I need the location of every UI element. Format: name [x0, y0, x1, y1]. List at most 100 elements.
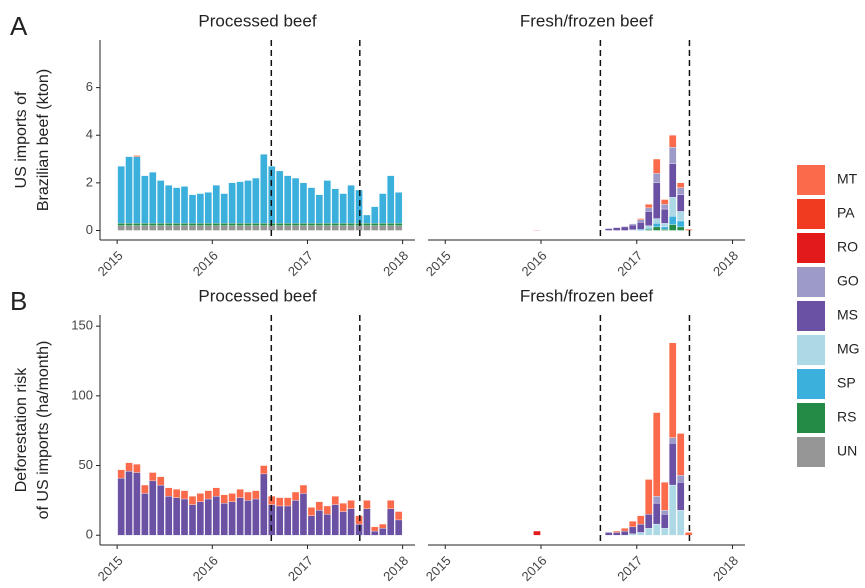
x-tick-label: 2016: [190, 248, 221, 279]
bar-segment: [228, 223, 236, 226]
bar-segment: [284, 175, 292, 224]
bar-segment: [669, 196, 677, 217]
legend-swatch: [797, 403, 825, 433]
bar-segment: [363, 500, 371, 509]
bar-segment: [653, 182, 661, 219]
bar-segment: [133, 156, 141, 224]
x-tick-label: 2018: [710, 553, 741, 584]
bar-segment: [117, 225, 125, 231]
legend-swatch: [797, 267, 825, 297]
bar-segment: [379, 528, 387, 536]
bar-segment: [244, 500, 252, 536]
y-axis-label: US imports of: [13, 91, 30, 188]
bar-segment: [331, 225, 339, 231]
bar-segment: [212, 487, 220, 497]
bar-segment: [133, 155, 141, 157]
bar-segment: [291, 223, 300, 226]
bar-segment: [149, 223, 157, 226]
bar-segment: [244, 180, 252, 224]
bar-segment: [363, 225, 371, 231]
bar-segment: [252, 498, 260, 536]
bar-segment: [228, 225, 236, 231]
bar-segment: [669, 443, 677, 486]
bar-segment: [180, 225, 189, 231]
bar-segment: [196, 493, 205, 502]
bar-segment: [276, 497, 284, 507]
bar-segment: [645, 528, 653, 536]
bar-segment: [212, 185, 220, 224]
y-tick-label: 0: [86, 527, 93, 542]
bar-segment: [188, 225, 197, 231]
panel-title: Fresh/frozen beef: [520, 11, 654, 30]
bar-segment: [133, 225, 141, 231]
bar-segment: [676, 433, 685, 476]
bar-segment: [645, 227, 653, 230]
bar-segment: [244, 491, 252, 501]
legend-label: UN: [837, 443, 857, 459]
bar-segment: [645, 211, 653, 226]
bar-segment: [125, 225, 133, 231]
bar-segment: [355, 223, 363, 226]
bar-segment: [629, 224, 637, 230]
bar-segment: [212, 496, 220, 536]
bar-segment: [291, 500, 300, 536]
bar-segment: [645, 514, 653, 529]
bar-segment: [387, 508, 395, 536]
bar-segment: [307, 223, 316, 226]
bar-segment: [621, 528, 629, 532]
bar-segment: [323, 223, 331, 226]
bar-segment: [157, 225, 165, 231]
panel-label: B: [10, 286, 27, 316]
legend-label: RO: [837, 239, 858, 255]
bar-segment: [172, 225, 181, 231]
bar-segment: [204, 192, 212, 224]
bar-segment: [371, 223, 379, 226]
bar-segment: [379, 523, 387, 529]
bar-segment: [645, 207, 653, 212]
legend-swatch: [797, 301, 825, 331]
bar-segment: [220, 223, 228, 226]
bar-segment: [533, 530, 541, 536]
bar-segment: [629, 223, 637, 226]
bar-segment: [661, 482, 669, 511]
bar-segment: [157, 484, 165, 536]
bar-segment: [228, 493, 236, 502]
bar-segment: [220, 225, 228, 231]
x-tick-label: 2016: [190, 553, 221, 584]
bar-segment: [196, 193, 205, 224]
bar-segment: [637, 532, 645, 536]
x-tick-label: 2017: [285, 553, 316, 584]
bar-segment: [653, 523, 661, 536]
bar-segment: [323, 514, 331, 536]
bar-segment: [379, 225, 387, 231]
bar-segment: [676, 194, 685, 212]
bar-segment: [315, 501, 323, 511]
bar-segment: [252, 225, 260, 231]
bar-segment: [157, 223, 165, 226]
bar-segment: [117, 166, 125, 224]
y-tick-label: 100: [71, 387, 93, 402]
bar-segment: [315, 225, 323, 231]
bar-segment: [291, 225, 300, 231]
bar-segment: [605, 228, 613, 231]
bar-segment: [676, 226, 685, 231]
bar-segment: [371, 530, 379, 536]
bar-segment: [331, 188, 339, 224]
bar-segment: [141, 175, 149, 224]
bar-segment: [260, 223, 268, 226]
bar-segment: [133, 464, 141, 473]
x-tick-label: 2017: [285, 248, 316, 279]
bar-segment: [204, 225, 212, 231]
bar-segment: [661, 204, 669, 210]
legend-label: SP: [837, 375, 856, 391]
legend-swatch: [797, 165, 825, 195]
bar-segment: [307, 507, 316, 516]
bar-segment: [117, 469, 125, 479]
bar-segment: [236, 497, 244, 536]
bar-segment: [331, 504, 339, 536]
bar-segment: [252, 223, 260, 226]
bar-segment: [212, 225, 220, 231]
bar-segment: [394, 511, 403, 521]
bar-segment: [387, 225, 395, 231]
